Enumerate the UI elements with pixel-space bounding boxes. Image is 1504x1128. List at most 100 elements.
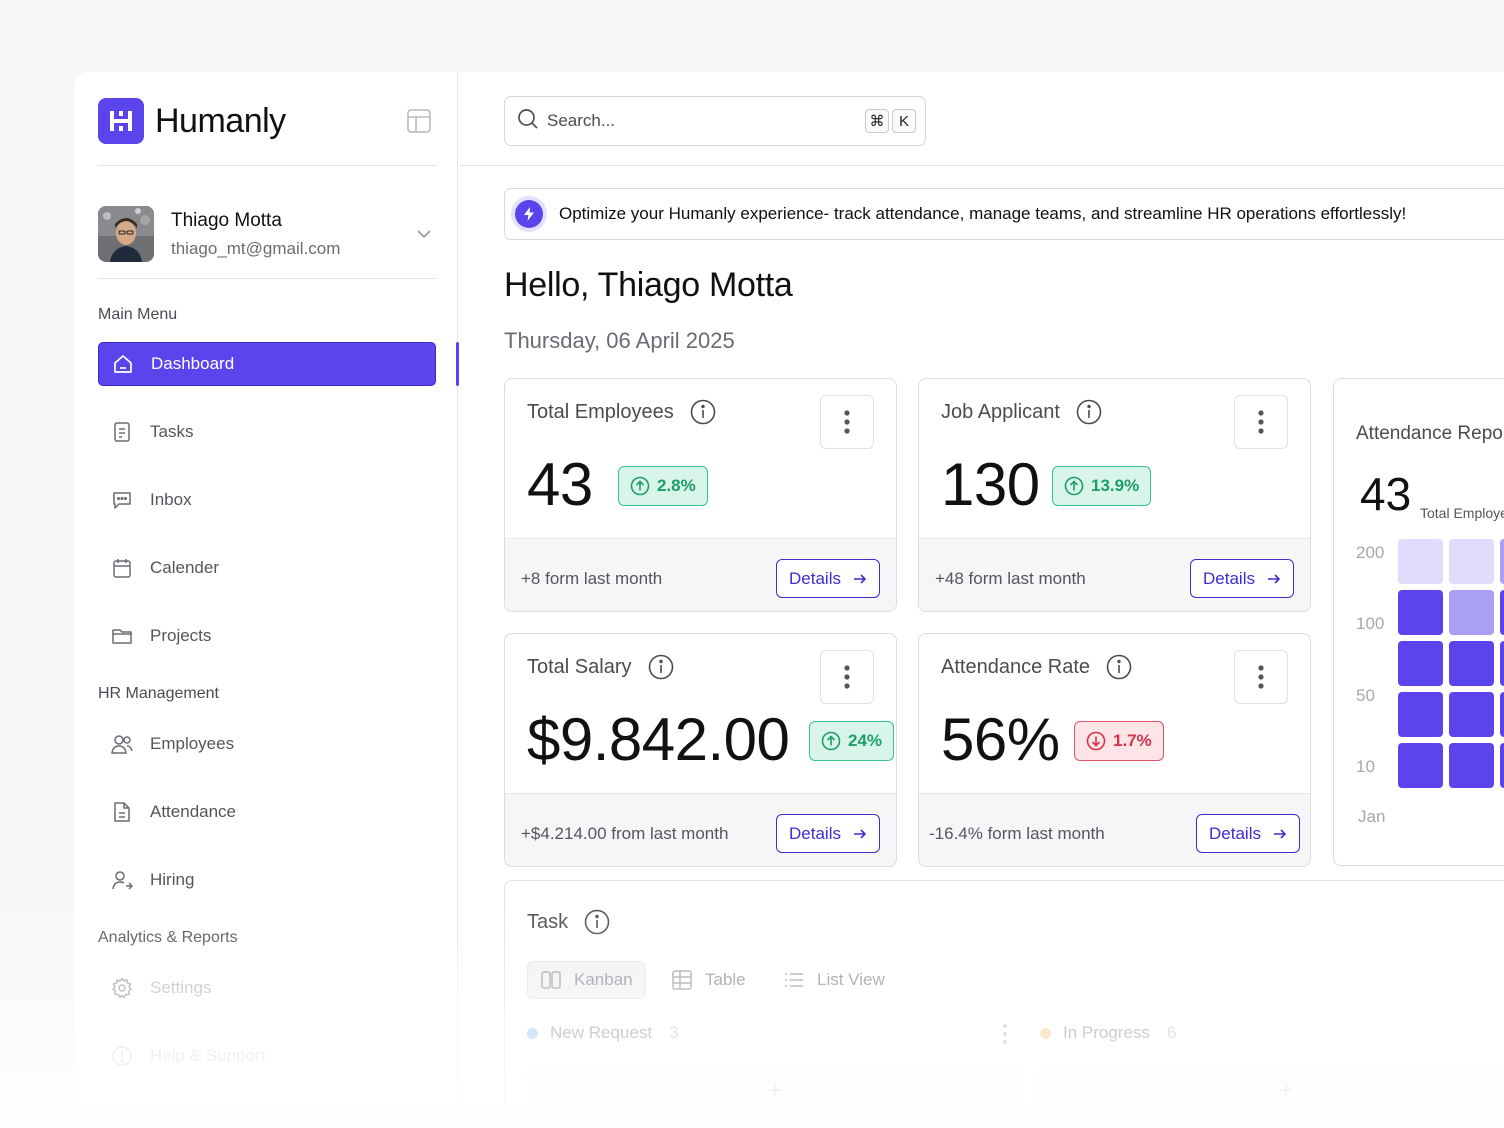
- details-label: Details: [789, 568, 841, 588]
- more-options-button[interactable]: [820, 650, 874, 704]
- column-count: 6: [1166, 1023, 1177, 1042]
- arrow-up-circle-icon: [821, 731, 841, 751]
- more-options-button[interactable]: [820, 395, 874, 449]
- card-footer: +$4.214.00 from last month Details: [505, 793, 896, 866]
- column-count: 3: [669, 1023, 679, 1042]
- brand-name: Humanly: [155, 101, 286, 140]
- sidebar-item-label: Tasks: [150, 422, 194, 441]
- heatmap-cell[interactable]: [1398, 692, 1443, 737]
- sidebar-toggle-icon[interactable]: [406, 108, 432, 134]
- tab-label: Kanban: [574, 970, 633, 989]
- trend-badge: 24%: [809, 721, 895, 761]
- sidebar-item-tasks[interactable]: Tasks: [98, 410, 436, 454]
- sidebar-item-help-support[interactable]: Help & Support: [98, 1034, 436, 1078]
- heatmap-cell[interactable]: [1500, 692, 1504, 737]
- sidebar-item-label: Employees: [150, 734, 235, 753]
- sidebar-item-projects[interactable]: Projects: [98, 614, 436, 658]
- x-tick: Jan: [1358, 807, 1386, 826]
- heatmap-cell[interactable]: [1500, 743, 1504, 788]
- card-title: Total Employees: [527, 399, 716, 425]
- sidebar-item-label: Attendance: [150, 802, 237, 821]
- info-icon[interactable]: [690, 399, 716, 425]
- search-input[interactable]: Search... ⌘ K: [504, 96, 926, 146]
- info-icon[interactable]: [1106, 654, 1132, 680]
- sidebar-item-dashboard[interactable]: Dashboard: [98, 342, 436, 386]
- brand[interactable]: Humanly: [98, 98, 286, 144]
- heatmap-cell[interactable]: [1500, 641, 1504, 686]
- user-profile[interactable]: Thiago Motta thiago_mt@gmail.com: [98, 206, 436, 262]
- info-icon[interactable]: [1076, 399, 1102, 425]
- heatmap-cell[interactable]: [1398, 641, 1443, 686]
- more-options-button[interactable]: [1234, 650, 1288, 704]
- heatmap-cell[interactable]: [1449, 590, 1494, 635]
- column-label: New Request: [550, 1023, 653, 1042]
- chevron-down-icon[interactable]: [414, 224, 434, 244]
- sidebar-item-employees[interactable]: Employees: [98, 722, 436, 766]
- sidebar-item-inbox[interactable]: Inbox: [98, 478, 436, 522]
- table-icon: [672, 970, 692, 990]
- list-icon: [785, 973, 803, 987]
- details-label: Details: [789, 823, 841, 843]
- sidebar-item-settings[interactable]: Settings: [98, 966, 436, 1010]
- card-title: Job Applicant: [941, 399, 1102, 425]
- sidebar-item-calender[interactable]: Calender: [98, 546, 436, 590]
- kebab-icon: [1258, 665, 1264, 689]
- heatmap-cell[interactable]: [1398, 590, 1443, 635]
- sidebar-item-attendance[interactable]: Attendance: [98, 790, 436, 834]
- sidebar-item-label: Projects: [150, 626, 212, 645]
- kebab-icon: [844, 410, 850, 434]
- details-button[interactable]: Details: [776, 559, 880, 598]
- tab-kanban[interactable]: Kanban: [527, 961, 646, 999]
- heatmap-cell[interactable]: [1398, 743, 1443, 788]
- stat-card-total-salary: Total Salary $9.842.00 24% +$4.214.00 fr…: [504, 633, 897, 867]
- details-button[interactable]: Details: [1190, 559, 1294, 598]
- arrow-right-icon: [1267, 573, 1281, 584]
- arrow-right-icon: [1273, 828, 1287, 839]
- y-tick: 200: [1356, 543, 1385, 562]
- heatmap-cell[interactable]: [1500, 539, 1504, 584]
- sidebar-item-label: Inbox: [150, 490, 192, 509]
- card-value: 43: [527, 451, 593, 518]
- users-icon: [111, 733, 133, 755]
- trend-badge: 2.8%: [618, 466, 708, 506]
- heatmap-cell[interactable]: [1449, 692, 1494, 737]
- add-task-button[interactable]: [1038, 1067, 1504, 1104]
- folder-icon: [111, 625, 133, 647]
- details-button[interactable]: Details: [776, 814, 880, 853]
- trend-value: 24%: [848, 731, 883, 750]
- card-footer: +8 form last month Details: [505, 538, 896, 611]
- column-header-new-request: New Request 3: [527, 1023, 679, 1043]
- sidebar-item-label: Calender: [150, 558, 219, 577]
- info-icon[interactable]: [648, 654, 674, 680]
- card-title: Total Salary: [527, 654, 674, 680]
- sidebar-item-label: Settings: [150, 978, 212, 997]
- humanly-logo-icon: [98, 98, 144, 144]
- add-task-button[interactable]: [527, 1067, 1023, 1104]
- column-label: In Progress: [1063, 1023, 1150, 1042]
- card-footer: +48 form last month Details: [919, 538, 1310, 611]
- heatmap-cell[interactable]: [1500, 590, 1504, 635]
- card-footer-text: +48 form last month: [935, 569, 1086, 588]
- kebab-icon: [844, 665, 850, 689]
- search-placeholder: Search...: [547, 111, 616, 130]
- details-button[interactable]: Details: [1196, 814, 1300, 853]
- info-icon[interactable]: [584, 909, 610, 935]
- tab-label: List View: [817, 970, 885, 989]
- shortcut-key-cmd: ⌘: [865, 109, 889, 133]
- user-name: Thiago Motta: [171, 210, 282, 231]
- card-title-text: Attendance Rate: [941, 655, 1090, 678]
- sidebar-item-hiring[interactable]: Hiring: [98, 858, 436, 902]
- heatmap-cell[interactable]: [1398, 539, 1443, 584]
- tab-table[interactable]: Table: [671, 961, 746, 999]
- main-content: Search... ⌘ K Optimize your Humanly expe…: [459, 72, 1504, 1104]
- heatmap-cell[interactable]: [1449, 743, 1494, 788]
- trend-value: 13.9%: [1091, 476, 1140, 495]
- more-options-button[interactable]: [1234, 395, 1288, 449]
- kebab-icon[interactable]: [1001, 1023, 1009, 1045]
- user-email: thiago_mt@gmail.com: [171, 239, 341, 258]
- heatmap-cell[interactable]: [1449, 539, 1494, 584]
- divider: [98, 165, 436, 166]
- task-title-text: Task: [527, 910, 569, 933]
- tab-list-view[interactable]: List View: [783, 961, 885, 999]
- heatmap-cell[interactable]: [1449, 641, 1494, 686]
